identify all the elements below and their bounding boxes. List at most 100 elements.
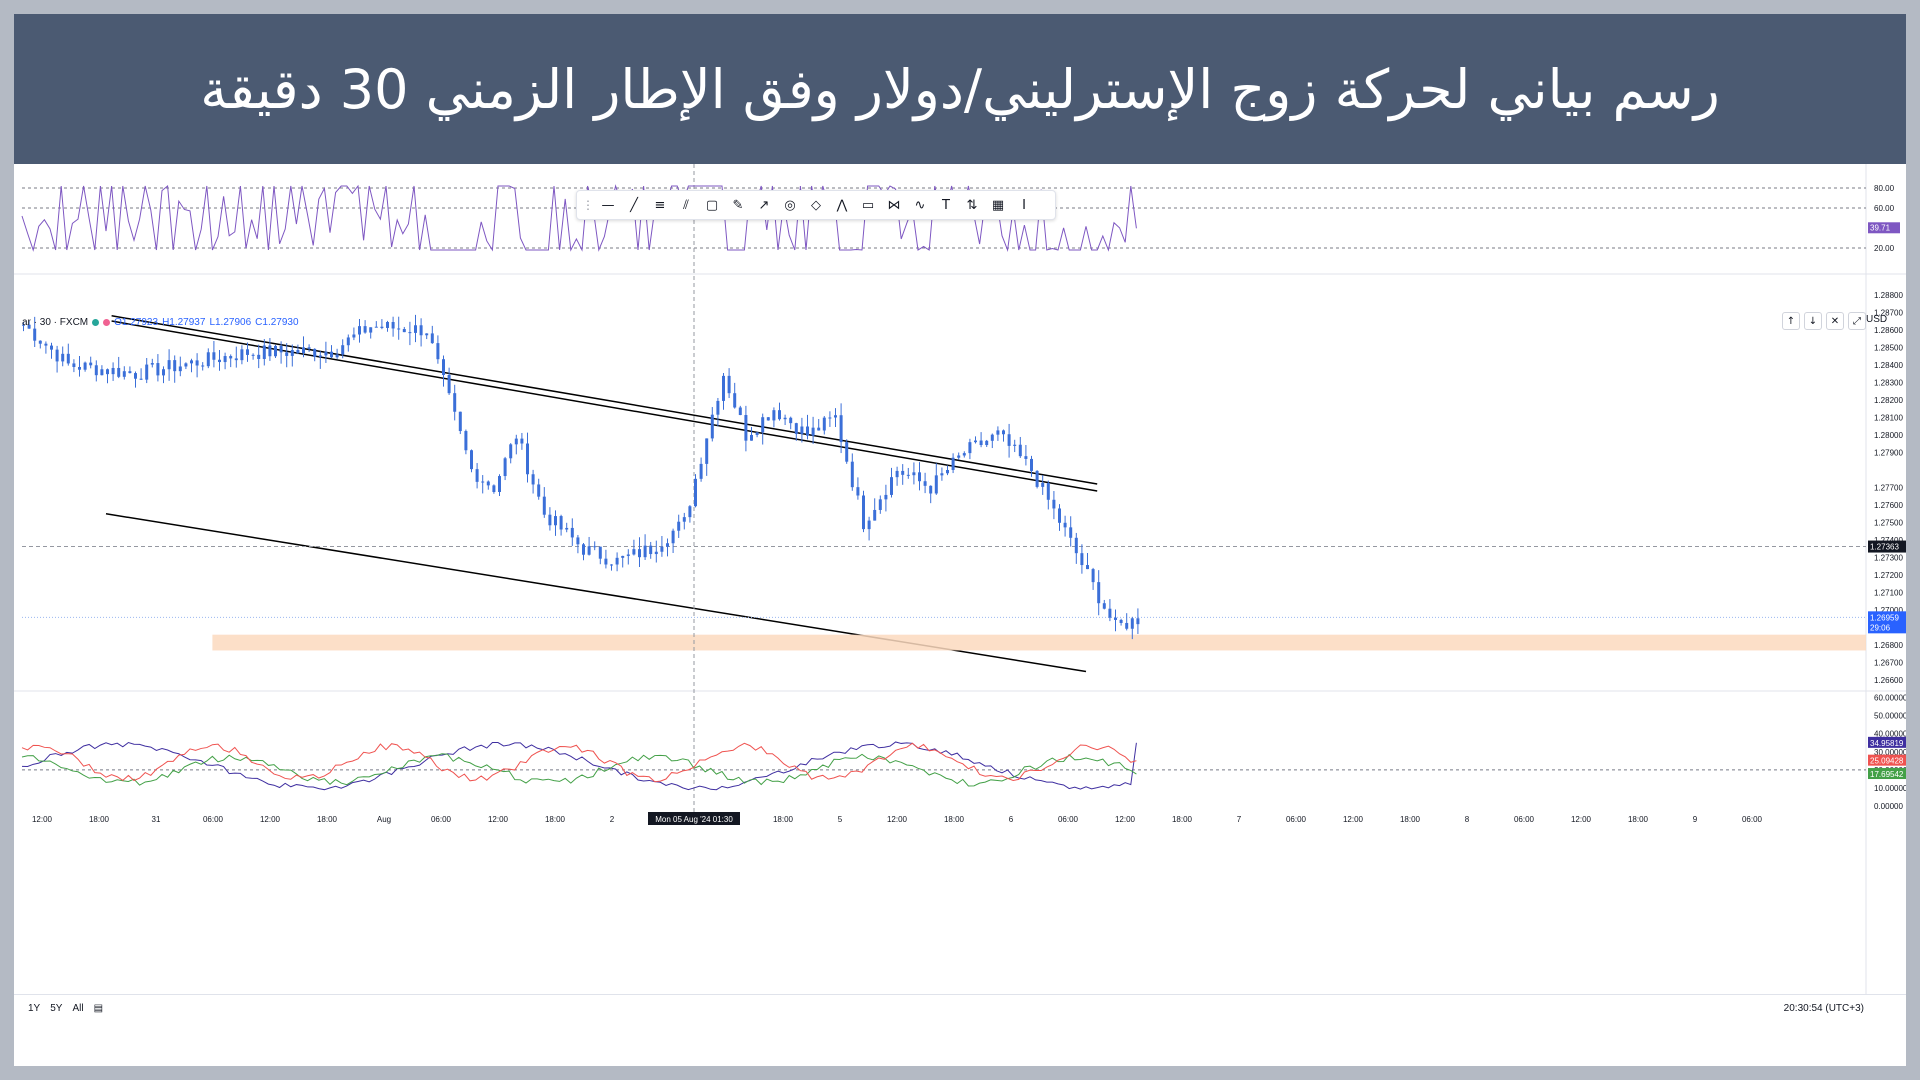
- price-tick-label: 1.27900: [1874, 448, 1903, 457]
- price-tick-label: 1.28100: [1874, 413, 1903, 422]
- status-dot-icon: [92, 318, 100, 326]
- rotated-rect-icon[interactable]: ◇: [811, 197, 821, 213]
- candle-body: [593, 546, 597, 548]
- adx-value-badge: [1868, 736, 1906, 748]
- candle-body: [150, 363, 154, 365]
- candle-body: [615, 557, 619, 565]
- candle-body: [1002, 430, 1005, 435]
- candle-body: [537, 484, 541, 497]
- current-price-badge: [1868, 611, 1906, 634]
- trading-chart[interactable]: 80.00 60.00 20.00 1.28800 1.28700 1.28600 1.28…: [14, 164, 1906, 1066]
- candle-body: [934, 475, 938, 494]
- move-down-icon[interactable]: ↓: [1804, 312, 1822, 330]
- rectangle-icon[interactable]: ▢: [705, 197, 719, 213]
- candle-body: [1063, 522, 1067, 528]
- candle-body: [391, 322, 395, 329]
- adx-value-badge: [1868, 754, 1906, 766]
- candle-body: [447, 374, 451, 394]
- close-icon[interactable]: ✕: [1826, 312, 1844, 330]
- candle-body: [660, 546, 664, 552]
- candle-body: [526, 443, 529, 475]
- brush-icon[interactable]: ✎: [732, 197, 744, 213]
- table-icon[interactable]: ▦: [991, 197, 1005, 213]
- candle-body: [559, 516, 563, 530]
- candle-body: [442, 359, 445, 375]
- crosshair-time-badge: [648, 812, 740, 825]
- candle-body: [201, 365, 205, 367]
- candle-body: [554, 516, 557, 526]
- candle-body: [783, 417, 787, 420]
- range-all-button[interactable]: All: [72, 1003, 84, 1014]
- candle-body: [990, 434, 994, 441]
- candle-body: [240, 349, 244, 361]
- xabcd-icon[interactable]: ⋀: [836, 197, 848, 213]
- open-value: O1.27923: [114, 316, 159, 328]
- candle-body: [1130, 618, 1134, 629]
- time-tick-label: 18:00: [89, 815, 110, 824]
- candle-body: [430, 333, 434, 344]
- candle-body: [313, 348, 317, 357]
- candle-body: [229, 356, 233, 359]
- candle-body: [1080, 553, 1084, 566]
- text-icon[interactable]: T: [942, 197, 950, 213]
- rsi-tick-label: 20.00: [1874, 244, 1895, 253]
- time-tick-label: 12:00: [1115, 815, 1136, 824]
- candle-body: [632, 549, 636, 555]
- symbol-label[interactable]: ar · 30 · FXCM: [22, 316, 89, 328]
- price-tick-label: 1.27600: [1874, 501, 1903, 510]
- candle-body: [890, 477, 893, 495]
- candle-body: [218, 359, 221, 363]
- candle-body: [1046, 482, 1050, 500]
- price-tick-label: 1.28400: [1874, 361, 1903, 370]
- close-value: C1.27930: [255, 316, 299, 328]
- adx-value-label: 25.09428: [1870, 757, 1904, 766]
- trend-line-icon[interactable]: ╱: [630, 197, 638, 213]
- circle-icon[interactable]: ◎: [784, 197, 796, 213]
- candle-body: [800, 426, 804, 434]
- candle-body: [811, 427, 815, 436]
- move-up-icon[interactable]: ↑: [1782, 312, 1800, 330]
- current-price-label: 1.26959: [1870, 613, 1899, 622]
- text-cursor-icon[interactable]: Ⅰ: [1022, 197, 1026, 213]
- bottom-toolbar: 1Y 5Y All ▤ 20:30:54 (UTC+3): [14, 994, 1906, 1025]
- callout-icon[interactable]: ▭: [861, 197, 875, 213]
- candle-body: [705, 438, 709, 464]
- long-position-icon[interactable]: ⇅: [966, 197, 978, 213]
- candle-body: [206, 352, 210, 367]
- price-tick-label: 1.27500: [1874, 519, 1903, 528]
- candle-body: [962, 453, 966, 456]
- candle-body: [626, 554, 630, 556]
- candle-body: [1136, 618, 1140, 625]
- candle-body: [778, 410, 781, 420]
- maximize-icon[interactable]: ⤢: [1848, 312, 1866, 330]
- wave-icon[interactable]: ∿: [914, 197, 926, 213]
- candle-body: [1086, 565, 1089, 570]
- fib-icon[interactable]: ≡: [654, 197, 666, 213]
- candle-body: [638, 549, 641, 558]
- candle-body: [520, 438, 524, 444]
- candle-body: [307, 347, 311, 349]
- candle-body: [766, 417, 770, 421]
- candle-body: [985, 440, 989, 446]
- candle-body: [212, 352, 216, 360]
- time-tick-label: 31: [152, 815, 161, 824]
- horizontal-line-icon[interactable]: —: [601, 197, 615, 213]
- grip-icon[interactable]: ⋮: [582, 198, 594, 212]
- chart-canvas[interactable]: 80.00 60.00 20.00 1.28800 1.28700 1.28600 1.28…: [14, 164, 1906, 1066]
- parallel-channel-icon[interactable]: ⫽: [683, 197, 689, 213]
- range-5y-button[interactable]: 5Y: [50, 1003, 63, 1014]
- candle-body: [279, 345, 283, 353]
- candle-body: [548, 514, 552, 526]
- elliott-icon[interactable]: ⋈: [887, 197, 901, 213]
- candle-body: [542, 496, 546, 515]
- time-tick-label: 06:00: [1058, 815, 1079, 824]
- path-icon[interactable]: ↗: [758, 197, 770, 213]
- calendar-icon[interactable]: ▤: [93, 1003, 104, 1014]
- range-1y-button[interactable]: 1Y: [28, 1003, 41, 1014]
- candle-body: [167, 360, 171, 370]
- candle-body: [929, 485, 933, 494]
- candle-body: [55, 349, 59, 362]
- adx-value-label: 17.69542: [1870, 770, 1904, 779]
- time-tick-label: 18:00: [773, 815, 794, 824]
- time-tick-label: 06:00: [431, 815, 452, 824]
